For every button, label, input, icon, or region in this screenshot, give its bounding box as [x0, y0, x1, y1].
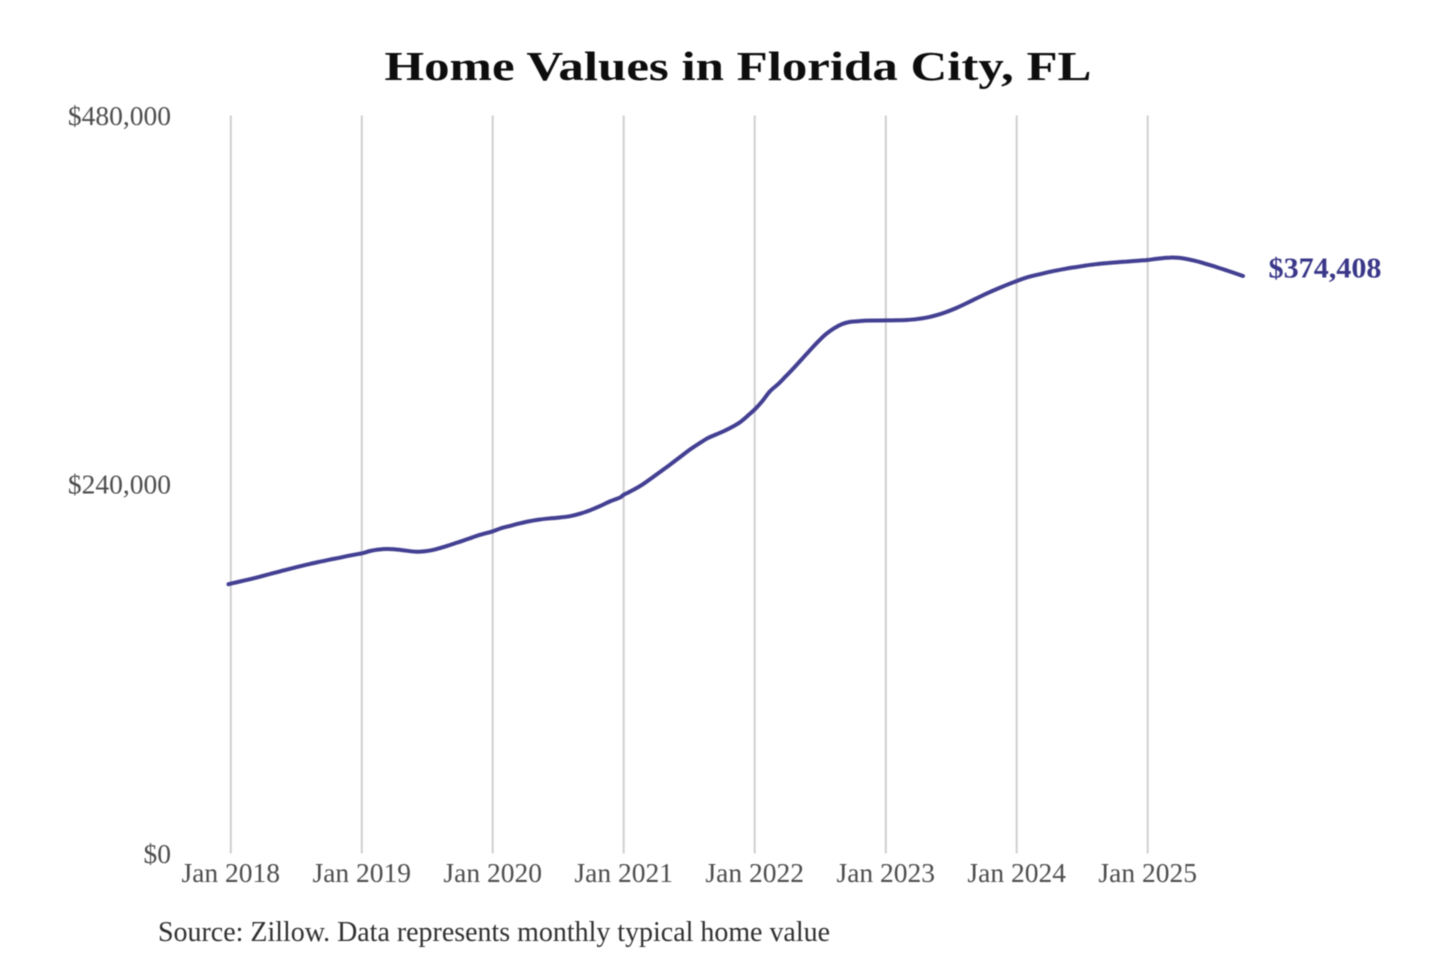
svg-text:Jan 2018: Jan 2018 [182, 857, 281, 888]
svg-text:$240,000: $240,000 [68, 469, 171, 500]
svg-text:Jan 2023: Jan 2023 [837, 857, 936, 888]
svg-text:Source: Zillow. Data represent: Source: Zillow. Data represents monthly … [158, 916, 830, 948]
svg-text:Jan 2021: Jan 2021 [574, 857, 673, 888]
svg-text:Jan 2019: Jan 2019 [313, 857, 412, 888]
svg-text:Jan 2020: Jan 2020 [443, 857, 542, 888]
svg-text:$480,000: $480,000 [68, 100, 171, 131]
svg-text:Home Values in Florida City, F: Home Values in Florida City, FL [385, 43, 1092, 89]
svg-text:$0: $0 [144, 838, 172, 869]
svg-text:Jan 2022: Jan 2022 [705, 857, 804, 888]
svg-text:Jan 2024: Jan 2024 [967, 857, 1066, 888]
svg-text:Jan 2025: Jan 2025 [1098, 857, 1197, 888]
svg-text:$374,408: $374,408 [1269, 253, 1382, 285]
